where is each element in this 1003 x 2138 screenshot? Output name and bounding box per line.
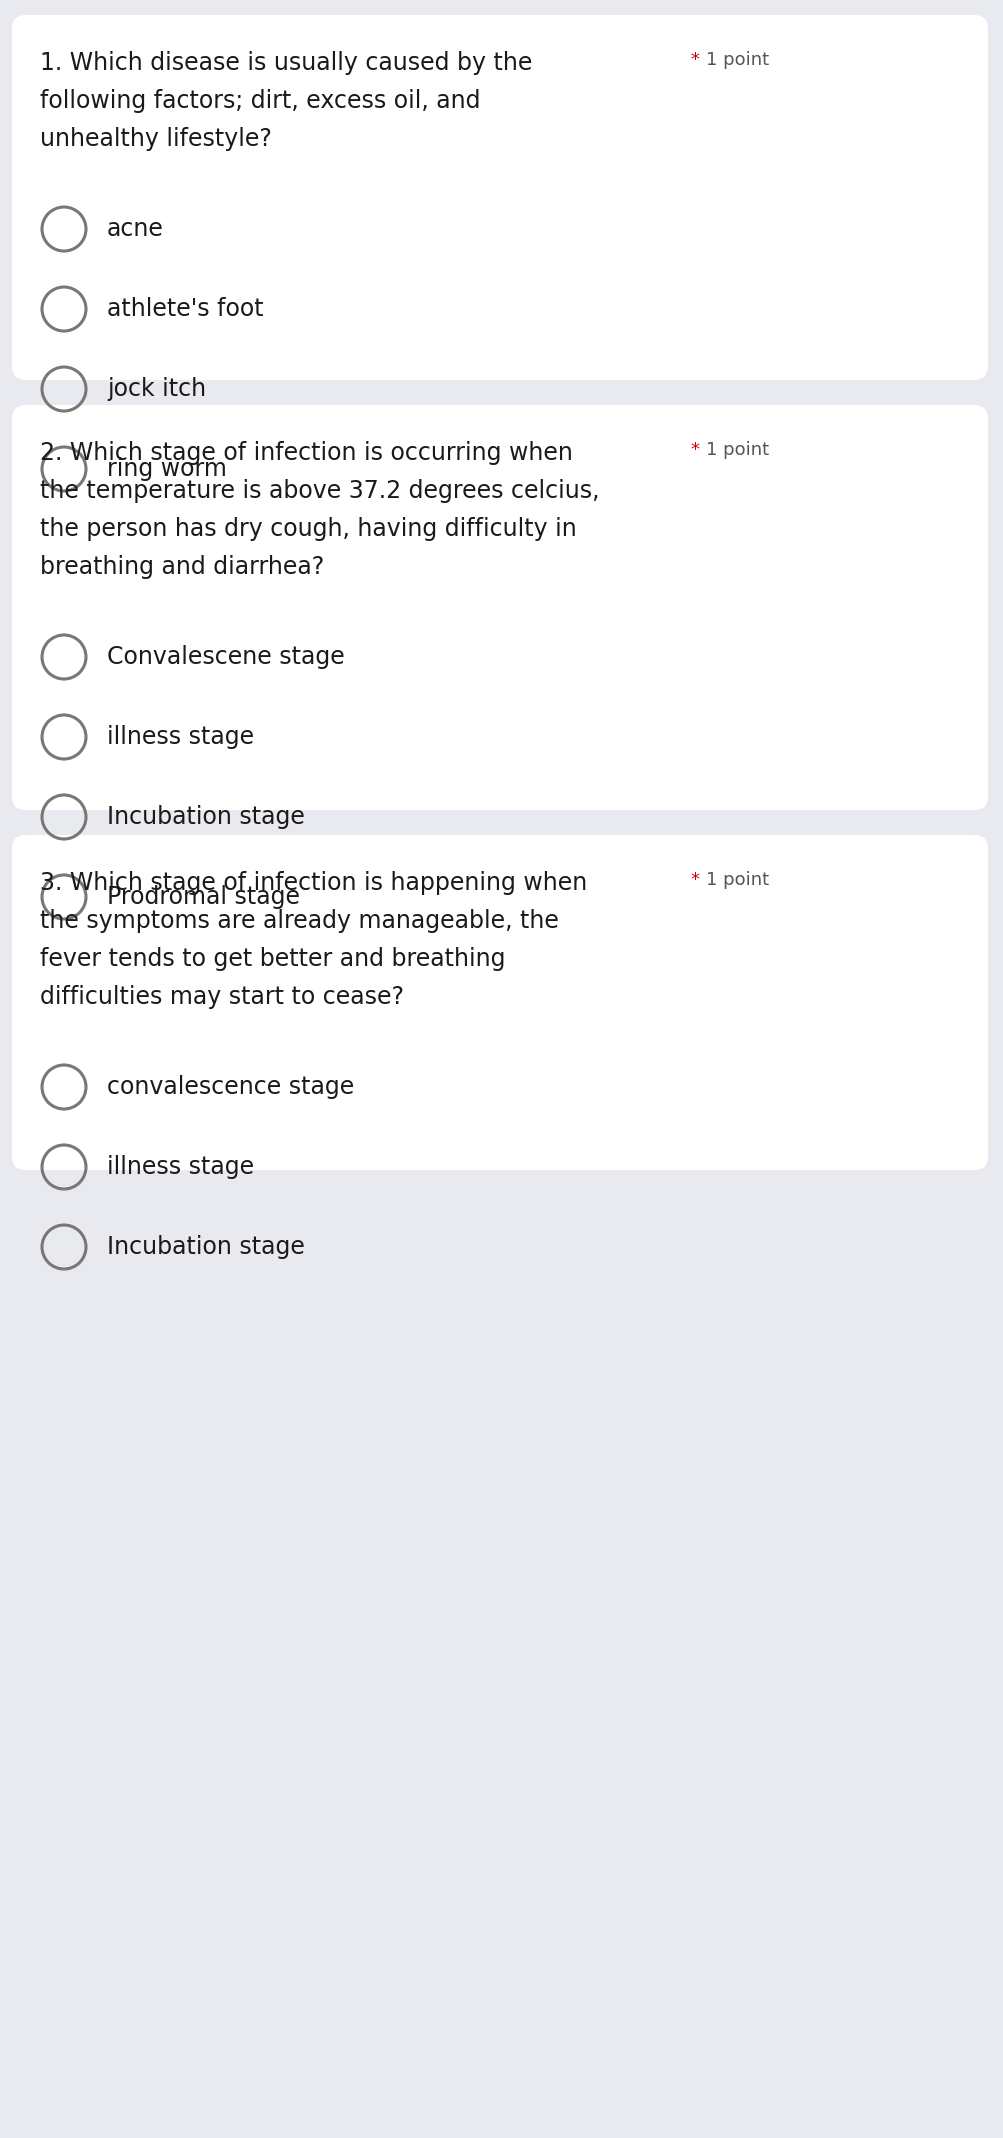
Text: Incubation stage: Incubation stage — [107, 1236, 305, 1259]
Text: following factors; dirt, excess oil, and: following factors; dirt, excess oil, and — [40, 90, 480, 113]
Text: Incubation stage: Incubation stage — [107, 806, 305, 830]
Text: the temperature is above 37.2 degrees celcius,: the temperature is above 37.2 degrees ce… — [40, 479, 599, 502]
Text: *: * — [690, 870, 699, 889]
Text: unhealthy lifestyle?: unhealthy lifestyle? — [40, 126, 272, 152]
Text: illness stage: illness stage — [107, 725, 254, 748]
Text: the symptoms are already manageable, the: the symptoms are already manageable, the — [40, 909, 559, 932]
FancyBboxPatch shape — [12, 15, 987, 381]
Text: 1 point: 1 point — [706, 51, 768, 68]
Text: 1 point: 1 point — [706, 440, 768, 460]
Text: 3. Which stage of infection is happening when: 3. Which stage of infection is happening… — [40, 870, 587, 896]
Text: 1. Which disease is usually caused by the: 1. Which disease is usually caused by th… — [40, 51, 532, 75]
Text: *: * — [690, 51, 699, 68]
Text: Prodromal stage: Prodromal stage — [107, 885, 300, 909]
Text: illness stage: illness stage — [107, 1155, 254, 1178]
Text: athlete's foot: athlete's foot — [107, 297, 264, 321]
Text: 1 point: 1 point — [706, 870, 768, 889]
Text: *: * — [690, 440, 699, 460]
Text: the person has dry cough, having difficulty in: the person has dry cough, having difficu… — [40, 517, 576, 541]
FancyBboxPatch shape — [12, 836, 987, 1169]
Text: acne: acne — [107, 216, 163, 242]
Text: fever tends to get better and breathing: fever tends to get better and breathing — [40, 947, 505, 971]
Text: convalescence stage: convalescence stage — [107, 1075, 354, 1099]
Text: Convalescene stage: Convalescene stage — [107, 646, 344, 669]
FancyBboxPatch shape — [12, 404, 987, 810]
Text: difficulties may start to cease?: difficulties may start to cease? — [40, 986, 403, 1009]
Text: jock itch: jock itch — [107, 376, 206, 402]
Text: 2. Which stage of infection is occurring when: 2. Which stage of infection is occurring… — [40, 440, 573, 464]
Text: breathing and diarrhea?: breathing and diarrhea? — [40, 556, 324, 579]
Text: ring worm: ring worm — [107, 458, 227, 481]
